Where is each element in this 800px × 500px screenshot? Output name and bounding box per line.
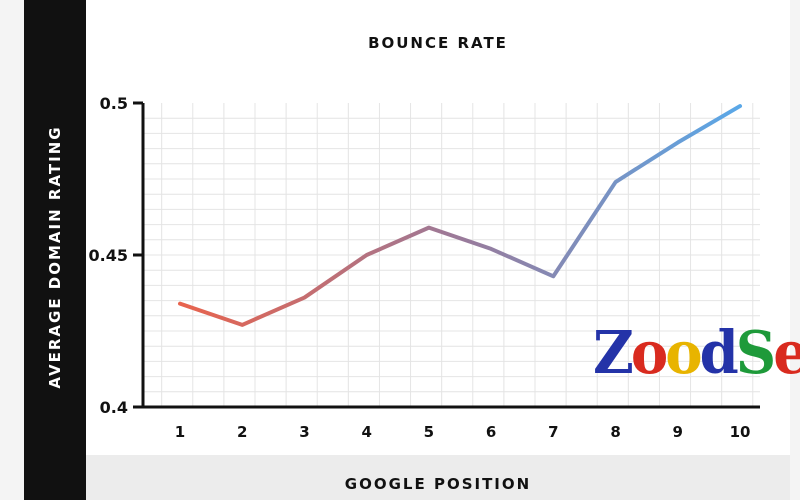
x-tick-label: 10 <box>730 423 751 441</box>
series-line <box>178 104 742 327</box>
chart-card: AVERAGE DOMAIN RATING BOUNCE RATE GOOGLE… <box>24 0 790 500</box>
data-point <box>676 141 680 145</box>
data-point <box>551 274 555 278</box>
data-point <box>178 302 182 306</box>
logo-letter: Z <box>593 318 634 388</box>
data-point <box>365 253 369 257</box>
logo-letter: d <box>699 318 739 388</box>
data-point <box>738 104 742 108</box>
logo-letter: S <box>735 318 776 388</box>
x-tick-label: 5 <box>424 423 434 441</box>
data-point <box>489 247 493 251</box>
y-tick-label: 0.45 <box>89 246 128 265</box>
x-tick-label: 8 <box>610 423 620 441</box>
y-axis-label-band: AVERAGE DOMAIN RATING <box>24 0 86 500</box>
data-point <box>427 226 431 230</box>
x-tick-label: 1 <box>175 423 185 441</box>
logo-letter: e <box>773 316 800 390</box>
logo-letter: o <box>630 318 668 388</box>
x-tick-label: 2 <box>237 423 247 441</box>
x-axis-label: GOOGLE POSITION <box>344 475 532 493</box>
x-tick-label: 9 <box>673 423 683 441</box>
chart-title: BOUNCE RATE <box>368 34 508 52</box>
y-tick-label: 0.5 <box>100 94 128 113</box>
data-point <box>614 180 618 184</box>
logo-letter: o <box>665 318 702 388</box>
x-tick-label: 3 <box>299 423 309 441</box>
x-axis-label-band: GOOGLE POSITION <box>86 455 790 500</box>
y-tick-label: 0.4 <box>100 398 128 417</box>
zoodseo-logo: ZoodSeo <box>593 318 800 388</box>
data-point <box>240 323 244 327</box>
x-tick-label: 6 <box>486 423 496 441</box>
data-point <box>302 296 306 300</box>
x-tick-label: 4 <box>361 423 371 441</box>
x-tick-label: 7 <box>548 423 558 441</box>
